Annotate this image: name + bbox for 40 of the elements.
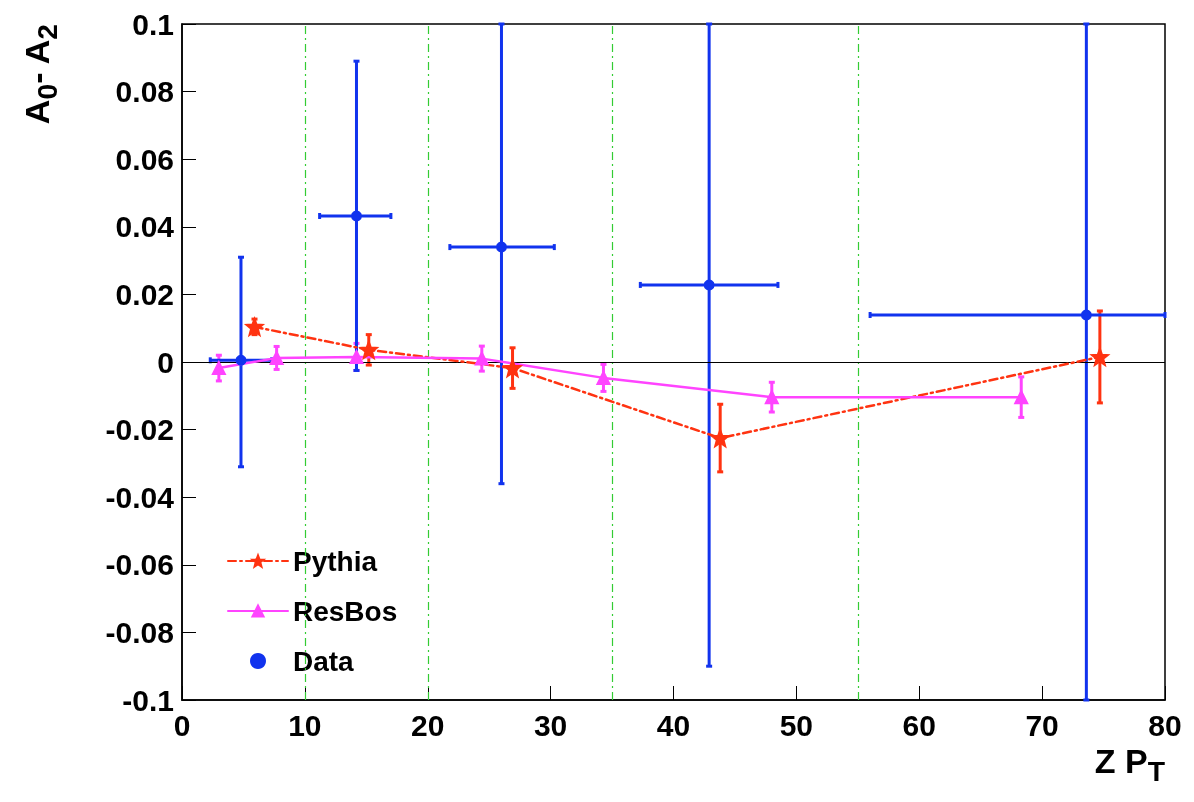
point	[269, 350, 284, 365]
x-tick-label: 10	[288, 708, 322, 742]
x-tick-label: 30	[533, 708, 568, 742]
point	[235, 354, 247, 366]
point	[495, 241, 507, 253]
x-tick-label: 40	[656, 708, 691, 742]
x-axis-title: Z P$_{T}$	[1094, 742, 1165, 788]
point	[474, 351, 489, 366]
y-tick-label: -0.02	[105, 413, 174, 447]
y-tick-label: -0.06	[105, 548, 174, 582]
y-tick-label: 0.04	[115, 210, 175, 244]
y-tick-label: -0.1	[122, 683, 174, 717]
y-tick-label: -0.04	[105, 480, 175, 514]
point	[350, 210, 362, 222]
point	[245, 317, 264, 336]
point	[1080, 309, 1092, 321]
y-tick-label: 0.1	[132, 7, 174, 41]
point	[211, 361, 226, 376]
point	[596, 370, 611, 385]
x-tick-label: 20	[411, 708, 445, 742]
legend-label: ResBos	[293, 595, 398, 627]
point	[503, 359, 522, 378]
x-tick-label: 60	[902, 708, 936, 742]
x-tick-label: 70	[1025, 708, 1059, 742]
y-tick-label: 0	[157, 345, 174, 379]
point	[1014, 390, 1029, 405]
point	[349, 349, 364, 364]
point	[711, 429, 730, 448]
y-tick-label: -0.08	[105, 615, 174, 649]
y-tick-label: 0.02	[115, 277, 174, 311]
x-tick-label: 80	[1148, 708, 1182, 742]
point	[1090, 347, 1109, 366]
y-tick-label: 0.06	[115, 142, 174, 176]
point	[359, 340, 378, 359]
legend-label: Pythia	[293, 545, 378, 577]
point	[764, 390, 779, 405]
legend-label: Data	[293, 645, 355, 677]
x-tick-label: 50	[779, 708, 814, 742]
point	[703, 279, 715, 291]
y-tick-label: 0.08	[115, 75, 174, 109]
